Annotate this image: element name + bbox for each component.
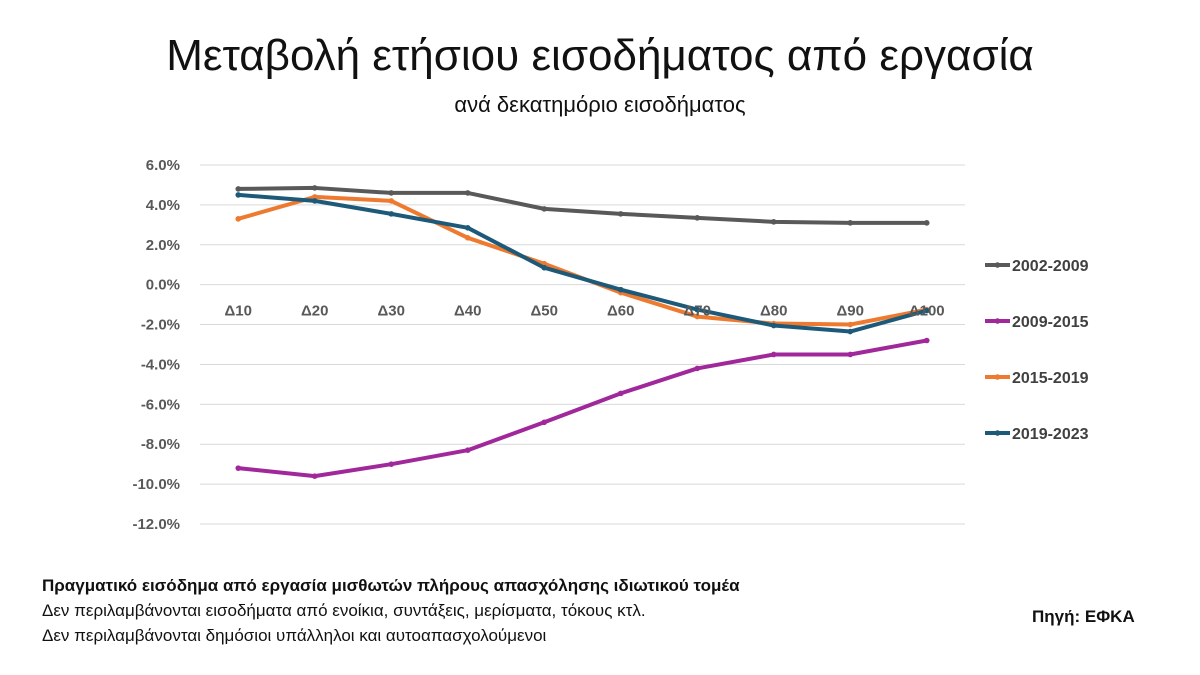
chart-title: Μεταβολή ετήσιου εισοδήματος από εργασία xyxy=(166,31,1034,80)
data-point xyxy=(617,390,624,397)
data-point xyxy=(694,313,701,320)
legend-item: 2015-2019 xyxy=(985,370,1089,387)
data-point xyxy=(464,447,471,454)
x-tick-label: Δ30 xyxy=(378,303,405,320)
data-point xyxy=(541,206,548,212)
x-tick-label: Δ60 xyxy=(607,303,634,320)
data-point xyxy=(388,190,395,196)
series-2002-2009 xyxy=(235,185,930,226)
data-point xyxy=(923,307,930,314)
x-tick-label: Δ50 xyxy=(531,303,558,320)
source-label: Πηγή: ΕΦΚΑ xyxy=(1032,607,1135,626)
data-point xyxy=(311,198,318,204)
data-point xyxy=(235,186,242,192)
data-point xyxy=(617,286,624,293)
x-tick-label: Δ40 xyxy=(454,303,481,320)
x-axis-ticks: Δ10 Δ20 Δ30 Δ40 Δ50 Δ60 Δ70 Δ80 Δ90 Δ100 xyxy=(225,303,945,320)
data-point xyxy=(617,211,624,217)
data-point xyxy=(235,216,242,222)
legend-marker xyxy=(994,318,1001,324)
series-line xyxy=(236,192,929,334)
y-tick-label: -2.0% xyxy=(141,317,180,334)
data-point xyxy=(464,190,471,196)
data-point xyxy=(847,351,854,358)
legend-marker xyxy=(994,262,1001,268)
data-point xyxy=(388,198,395,204)
y-tick-label: 4.0% xyxy=(146,197,180,214)
gridlines xyxy=(200,164,965,525)
data-point xyxy=(235,465,242,471)
y-tick-label: 2.0% xyxy=(146,237,180,254)
data-point xyxy=(694,365,701,372)
data-point xyxy=(541,419,548,426)
legend: 2002-2009 2009-2015 2015-2019 2019-2023 xyxy=(985,258,1089,443)
note-exclusions-workers: Δεν περιλαμβάνονται δημόσιοι υπάλληλοι κ… xyxy=(42,626,547,645)
data-point xyxy=(388,211,395,217)
chart-subtitle: ανά δεκατημόριο εισοδήματος xyxy=(454,92,746,117)
data-point xyxy=(923,337,930,344)
x-tick-label: Δ70 xyxy=(684,303,711,320)
legend-item: 2002-2009 xyxy=(985,258,1089,275)
data-point xyxy=(311,185,318,191)
data-point xyxy=(235,192,242,198)
series-2015-2019 xyxy=(235,194,930,328)
legend-marker xyxy=(994,374,1001,380)
y-tick-label: 6.0% xyxy=(146,157,180,174)
y-tick-label: -8.0% xyxy=(141,436,180,453)
legend-label: 2009-2015 xyxy=(1012,314,1089,331)
data-point xyxy=(541,264,548,271)
y-tick-label: -4.0% xyxy=(141,356,180,373)
legend-item: 2009-2015 xyxy=(985,314,1089,331)
data-point xyxy=(694,215,701,221)
data-point xyxy=(923,220,930,226)
data-point xyxy=(770,219,777,225)
x-tick-label: Δ90 xyxy=(837,303,864,320)
notes: Πραγματικό εισόδημα από εργασία μισθωτών… xyxy=(42,573,740,648)
data-point xyxy=(311,194,318,200)
data-point xyxy=(847,220,854,226)
y-tick-label: 0.0% xyxy=(146,277,180,294)
x-tick-label: Δ10 xyxy=(225,303,252,320)
data-point xyxy=(464,225,471,231)
data-point xyxy=(847,328,854,335)
series-2009-2015 xyxy=(235,337,930,479)
y-tick-label: -10.0% xyxy=(132,476,180,493)
data-point xyxy=(388,461,395,467)
x-tick-label: Δ100 xyxy=(909,303,945,320)
legend-marker xyxy=(994,430,1001,436)
y-tick-label: -12.0% xyxy=(132,516,180,533)
series-line xyxy=(236,194,929,327)
series-2019-2023 xyxy=(235,192,930,335)
x-tick-label: Δ20 xyxy=(301,303,328,320)
note-exclusions-income: Δεν περιλαμβάνονται εισοδήματα από ενοίκ… xyxy=(42,601,646,620)
legend-item: 2019-2023 xyxy=(985,426,1089,443)
series-lines xyxy=(235,185,930,479)
y-tick-label: -6.0% xyxy=(141,396,180,413)
data-point xyxy=(847,321,854,328)
series-line xyxy=(236,338,929,479)
data-point xyxy=(694,306,701,313)
x-tick-label: Δ80 xyxy=(760,303,787,320)
data-point xyxy=(464,234,471,241)
data-point xyxy=(311,473,318,479)
data-point xyxy=(770,322,777,329)
legend-label: 2002-2009 xyxy=(1012,258,1089,275)
series-line xyxy=(236,185,929,225)
y-axis-ticks: 6.0% 4.0% 2.0% 0.0% -2.0% -4.0% -6.0% -8.0% -10.… xyxy=(132,157,180,533)
data-point xyxy=(770,351,777,358)
legend-label: 2019-2023 xyxy=(1012,426,1089,443)
legend-label: 2015-2019 xyxy=(1012,370,1089,387)
note-main: Πραγματικό εισόδημα από εργασία μισθωτών… xyxy=(42,576,740,595)
